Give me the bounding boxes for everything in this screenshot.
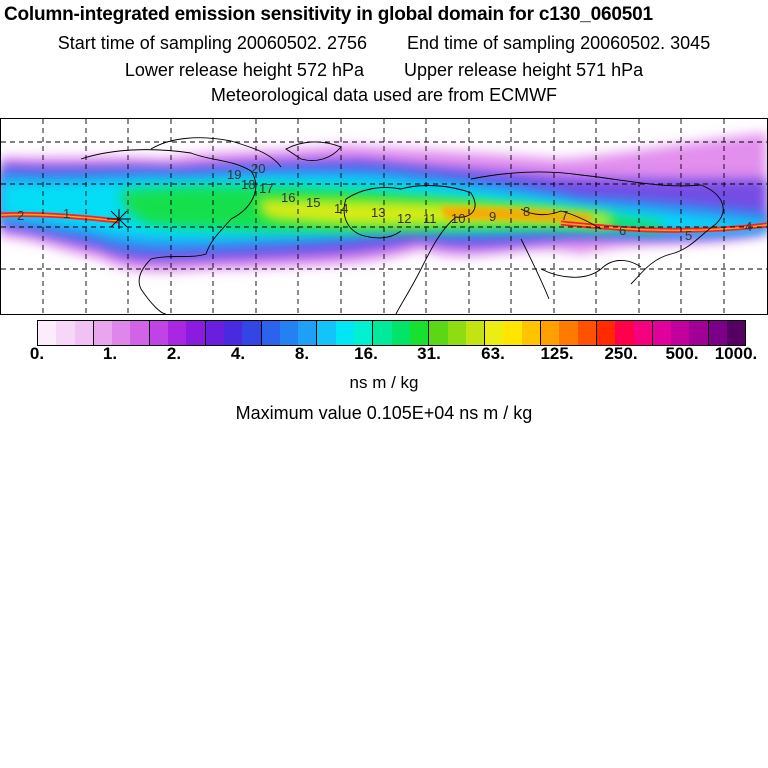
colorbar-tick: 2. xyxy=(166,344,182,363)
colorbar-segment xyxy=(38,321,57,345)
time-label: 14 xyxy=(334,201,348,216)
time-label: 1 xyxy=(63,206,70,221)
colorbar-segment xyxy=(485,321,504,345)
colorbar-tick: 1000. xyxy=(714,344,758,363)
sampling-time-line: Start time of sampling 20060502. 2756 End… xyxy=(0,33,768,54)
colorbar-segment xyxy=(559,321,578,345)
time-label: 4 xyxy=(745,219,752,234)
end-time-label: End time of sampling 20060502. 3045 xyxy=(406,33,711,53)
colorbar-segment xyxy=(633,321,653,345)
colorbar-segment xyxy=(615,321,634,345)
colorbar-segment xyxy=(708,321,727,345)
colorbar-tick: 16. xyxy=(354,344,378,363)
colorbar-segment xyxy=(298,321,318,345)
colorbar-segment xyxy=(652,321,672,345)
upper-release-label: Upper release height 571 hPa xyxy=(404,60,644,80)
colorbar-tick: 125. xyxy=(540,344,574,363)
trajectory-core xyxy=(1,213,767,232)
time-label: 8 xyxy=(523,204,530,219)
colorbar-units: ns m / kg xyxy=(349,373,419,392)
colorbar xyxy=(37,320,746,346)
time-label: 11 xyxy=(423,211,437,226)
time-label: 18 xyxy=(241,177,255,192)
colorbar-tick-labels: 0. 1. 2. 4. 8. 16. 31. 63. 125. 250. 500… xyxy=(0,344,768,368)
time-label: 9 xyxy=(489,209,496,224)
colorbar-segment xyxy=(521,321,542,345)
colorbar-segment xyxy=(447,321,466,345)
colorbar-segment xyxy=(409,321,430,345)
colorbar-segment xyxy=(279,321,299,345)
time-label: 10 xyxy=(451,211,465,226)
start-time-label: Start time of sampling 20060502. 2756 xyxy=(57,33,367,53)
colorbar-segment xyxy=(130,321,150,345)
maximum-value-label: Maximum value 0.105E+04 ns m / kg xyxy=(235,403,533,423)
colorbar-tick: 500. xyxy=(665,344,699,363)
colorbar-segment xyxy=(354,321,374,345)
colorbar-segment xyxy=(335,321,355,345)
colorbar-tick: 31. xyxy=(417,344,441,363)
time-label: 13 xyxy=(371,205,385,220)
lower-release-label: Lower release height 572 hPa xyxy=(124,60,364,80)
colorbar-segment xyxy=(74,321,94,345)
time-label: 15 xyxy=(306,195,320,210)
colorbar-segment xyxy=(317,321,336,345)
colorbar-tick: 0. xyxy=(29,344,45,363)
time-label: 7 xyxy=(561,208,568,223)
colorbar-segment xyxy=(671,321,690,345)
colorbar-segment xyxy=(205,321,224,345)
colorbar-segment xyxy=(112,321,131,345)
time-label: 17 xyxy=(259,181,273,196)
colorbar-tick: 63. xyxy=(481,344,505,363)
sensitivity-map: 2 1 20 19 18 17 16 15 14 13 12 11 10 9 8… xyxy=(0,118,768,315)
time-label: 19 xyxy=(227,167,241,182)
colorbar-segment xyxy=(391,321,410,345)
colorbar-tick: 8. xyxy=(294,344,310,363)
colorbar-segment xyxy=(373,321,392,345)
colorbar-segment xyxy=(242,321,262,345)
colorbar-segment xyxy=(726,321,746,345)
time-label: 12 xyxy=(397,211,411,226)
graticule xyxy=(1,119,767,314)
met-data-label: Meteorological data used are from ECMWF xyxy=(210,85,558,105)
colorbar-tick: 250. xyxy=(604,344,638,363)
colorbar-segment xyxy=(689,321,709,345)
colorbar-segment xyxy=(503,321,522,345)
colorbar-segment xyxy=(168,321,187,345)
map-canvas: 2 1 20 19 18 17 16 15 14 13 12 11 10 9 8… xyxy=(1,119,767,314)
colorbar-segment xyxy=(93,321,113,345)
release-point-marker xyxy=(107,209,131,229)
trajectory-time-labels: 2 1 20 19 18 17 16 15 14 13 12 11 10 9 8… xyxy=(17,161,752,243)
plume-orange-core xyxy=(441,207,591,223)
colorbar-segment xyxy=(149,321,169,345)
time-label: 16 xyxy=(281,190,295,205)
colorbar-segment xyxy=(541,321,560,345)
time-label: 5 xyxy=(685,228,692,243)
time-label: 6 xyxy=(619,223,626,238)
time-label: 2 xyxy=(17,208,24,223)
colorbar-segment xyxy=(429,321,448,345)
colorbar-tick: 1. xyxy=(102,344,118,363)
plot-title: Column-integrated emission sensitivity i… xyxy=(4,4,653,25)
colorbar-segment xyxy=(56,321,75,345)
colorbar-segment xyxy=(186,321,206,345)
time-label: 20 xyxy=(251,161,265,176)
colorbar-segment xyxy=(577,321,597,345)
colorbar-tick: 4. xyxy=(230,344,246,363)
colorbar-segment xyxy=(223,321,243,345)
colorbar-segment xyxy=(465,321,486,345)
colorbar-segment xyxy=(596,321,616,345)
release-height-line: Lower release height 572 hPa Upper releas… xyxy=(0,60,768,81)
colorbar-segment xyxy=(261,321,280,345)
